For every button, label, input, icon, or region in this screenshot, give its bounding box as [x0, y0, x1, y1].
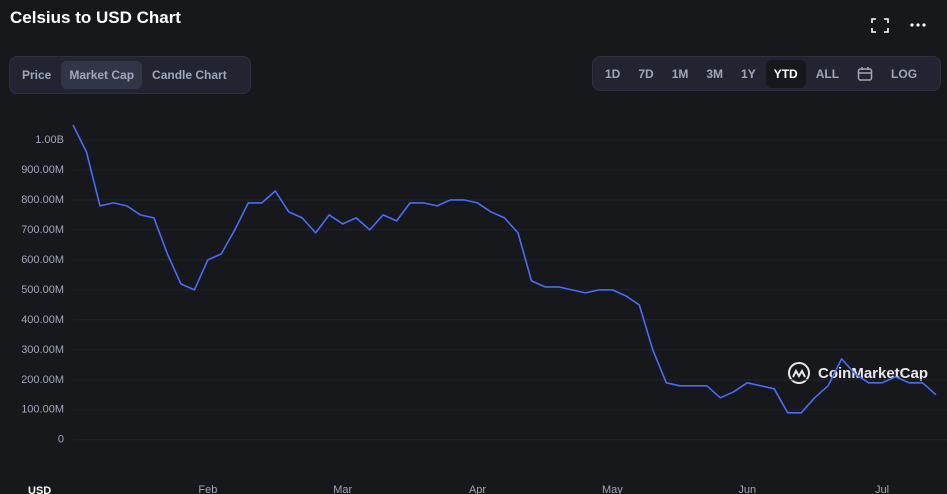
calendar-button[interactable]	[849, 60, 881, 88]
calendar-icon	[857, 67, 873, 82]
more-icon[interactable]	[910, 23, 926, 27]
button[interactable]: Price	[22, 68, 52, 82]
button[interactable]: LOG	[891, 66, 918, 81]
y-tick-label: 0	[58, 434, 64, 446]
fullscreen-icon[interactable]	[871, 18, 889, 33]
y-tick-label: 400.00M	[21, 314, 64, 326]
y-tick-label: 500.00M	[21, 284, 64, 296]
x-tick-label: Feb	[198, 484, 217, 494]
button[interactable]: 7D	[638, 66, 654, 81]
button[interactable]: 3M	[706, 66, 724, 81]
watermark-logo	[788, 362, 810, 384]
y-tick-label: 100.00M	[21, 404, 64, 416]
y-tick-label: 600.00M	[21, 254, 64, 266]
range-group: 1D 7D 1M 3M 1Y YTD ALL LOG	[592, 56, 941, 91]
button[interactable]: YTD	[765, 59, 806, 88]
watermark: CoinMarketCap	[818, 365, 928, 382]
price-line	[72, 124, 937, 414]
y-tick-label: 200.00M	[21, 374, 64, 386]
button[interactable]: ALL	[815, 66, 840, 81]
y-tick-label: 700.00M	[21, 224, 64, 236]
x-tick-label: Apr	[469, 484, 486, 494]
y-tick-label: 800.00M	[21, 194, 64, 206]
button[interactable]: Candle Chart	[152, 68, 227, 82]
button[interactable]: Market Cap	[61, 61, 143, 89]
x-tick-label: Mar	[333, 484, 352, 494]
y-tick-label: 300.00M	[21, 344, 64, 356]
y-tick-label: 1.00B	[35, 134, 64, 146]
title: Celsius to USD Chart	[10, 8, 181, 27]
y-tick-label: 900.00M	[21, 164, 64, 176]
button[interactable]: 1M	[671, 66, 689, 81]
x-tick-label: May	[602, 484, 623, 494]
button[interactable]: 1D	[605, 66, 621, 81]
currency-label: USD	[28, 485, 51, 494]
x-tick-label: Jul	[875, 484, 889, 494]
tab-group: Price Market Cap Candle Chart	[9, 56, 251, 94]
button[interactable]: 1Y	[741, 66, 756, 81]
x-tick-label: Jun	[738, 484, 756, 494]
